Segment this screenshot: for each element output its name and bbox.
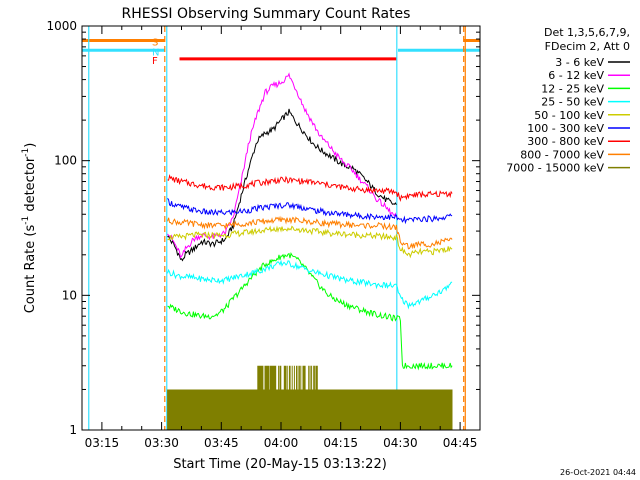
legend-entry-label: 25 - 50 keV	[541, 96, 604, 109]
x-axis-label: Start Time (20-May-15 03:13:22)	[173, 457, 387, 472]
legend-entry-label: 800 - 7000 keV	[520, 148, 604, 161]
legend-entry-label: 12 - 25 keV	[541, 82, 604, 95]
legend: Det 1,3,5,6,7,9, FDecim 2, Att 0 3 - 6 k…	[506, 26, 630, 175]
x-tick-label: 04:45	[443, 436, 478, 450]
legend-entry-label: 6 - 12 keV	[548, 69, 604, 82]
legend-entry-label: 3 - 6 keV	[555, 56, 604, 69]
flag-label-N: N	[152, 47, 159, 58]
series-layer	[167, 72, 453, 430]
series-100-300-kev	[167, 198, 453, 225]
x-tick-label: 04:15	[323, 436, 358, 450]
series-6-12-kev	[167, 72, 397, 259]
y-tick-label: 1000	[46, 19, 77, 33]
flag-label-F: F	[152, 56, 158, 67]
y-axis-label: Count Rate (s-1 detector-1)	[21, 143, 38, 314]
legend-entry-label: 7000 - 15000 keV	[506, 162, 604, 175]
legend-entry-label: 50 - 100 keV	[534, 109, 604, 122]
x-tick-label: 03:15	[85, 436, 120, 450]
series-50-100-kev	[167, 225, 453, 259]
series-300-800-kev	[167, 174, 453, 203]
x-tick-label: 03:45	[204, 436, 239, 450]
series-25-50-kev	[167, 259, 453, 310]
y-tick-label: 100	[54, 154, 77, 168]
legend-entry-label: 300 - 800 keV	[527, 135, 604, 148]
flag-layer: SNF	[82, 38, 480, 67]
series-12-25-kev	[167, 251, 453, 371]
y-axis-ticks: 1 10 100 1000	[46, 19, 480, 437]
legend-header-line-1: Det 1,3,5,6,7,9,	[544, 26, 630, 39]
flag-label-S: S	[152, 38, 158, 49]
y-tick-label: 10	[62, 288, 77, 302]
legend-header-line-2: FDecim 2, Att 0	[545, 40, 630, 53]
legend-entry-label: 100 - 300 keV	[527, 122, 604, 135]
series-3-6-kev	[167, 108, 397, 262]
chart-title: RHESSI Observing Summary Count Rates	[122, 6, 411, 22]
footer-date: 26-Oct-2021 04:44	[560, 468, 636, 477]
y-tick-label: 1	[69, 423, 77, 437]
x-tick-label: 04:00	[264, 436, 299, 450]
x-tick-label: 03:30	[144, 436, 179, 450]
series-800-7000-kev	[167, 215, 453, 250]
x-axis-ticks: 03:15 03:30 03:45 04:00 04:15 04:30 04:45	[81, 26, 481, 450]
x-tick-label: 04:30	[383, 436, 418, 450]
series-7000-15000-kev	[167, 365, 453, 430]
